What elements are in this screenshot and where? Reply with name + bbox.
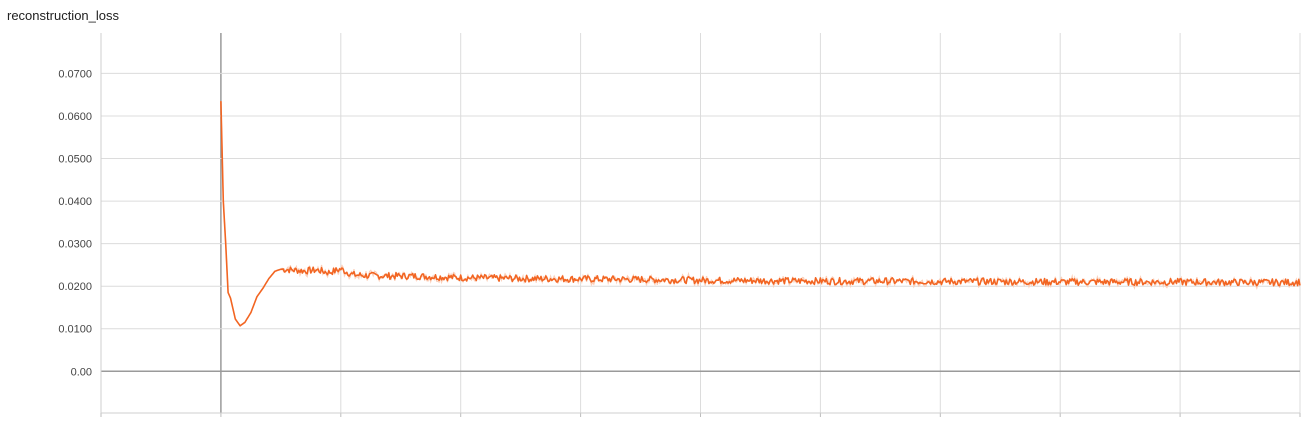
data-point [225, 243, 227, 245]
data-point [880, 280, 882, 282]
data-point [352, 274, 354, 276]
data-point [940, 281, 942, 283]
data-point [388, 275, 390, 277]
y-tick-label: 0.0200 [58, 281, 92, 293]
y-tick-label: 0.0100 [58, 324, 92, 336]
data-point [316, 269, 318, 271]
y-tick-label: 0.0500 [58, 154, 92, 166]
data-point [280, 268, 282, 270]
data-point [250, 312, 252, 314]
data-point [436, 276, 438, 278]
chart-title: reconstruction_loss [7, 8, 119, 23]
data-point [1000, 281, 1002, 283]
data-point [244, 322, 246, 324]
data-point [230, 297, 232, 299]
y-tick-label: 0.00 [71, 366, 92, 378]
data-point [460, 277, 462, 279]
data-point [1059, 281, 1061, 283]
y-tick-label: 0.0300 [58, 239, 92, 251]
y-tick-labels: 0.00 0.0100 0.0200 0.0300 0.0400 0.0500 0.0600… [58, 68, 92, 378]
series-layer [220, 100, 1301, 327]
data-point [256, 296, 258, 298]
data-point [1239, 282, 1241, 284]
data-point [640, 279, 642, 281]
data-point [328, 272, 330, 274]
data-point [1179, 281, 1181, 283]
data-point [520, 278, 522, 280]
series-line [220, 101, 1301, 327]
y-tick-label: 0.0700 [58, 68, 92, 80]
axes [100, 33, 1300, 414]
data-point [227, 292, 229, 294]
vertical-gridlines [100, 33, 1301, 417]
data-point [223, 200, 225, 202]
data-point [292, 269, 294, 271]
data-point [239, 325, 241, 327]
data-point [220, 100, 222, 102]
series-raw-trace [220, 101, 1301, 327]
y-tick-label: 0.0600 [58, 111, 92, 123]
horizontal-gridlines [101, 72, 1300, 373]
data-point [580, 278, 582, 280]
data-point [760, 280, 762, 282]
data-point [262, 288, 264, 290]
data-point [340, 268, 342, 270]
y-tick-label: 0.0400 [58, 196, 92, 208]
data-point [268, 278, 270, 280]
data-point [820, 280, 822, 282]
data-point [364, 275, 366, 277]
data-point [412, 275, 414, 277]
data-point [304, 270, 306, 272]
data-point [1119, 281, 1121, 283]
data-point [700, 279, 702, 281]
data-point [235, 318, 237, 320]
data-point [274, 271, 276, 273]
